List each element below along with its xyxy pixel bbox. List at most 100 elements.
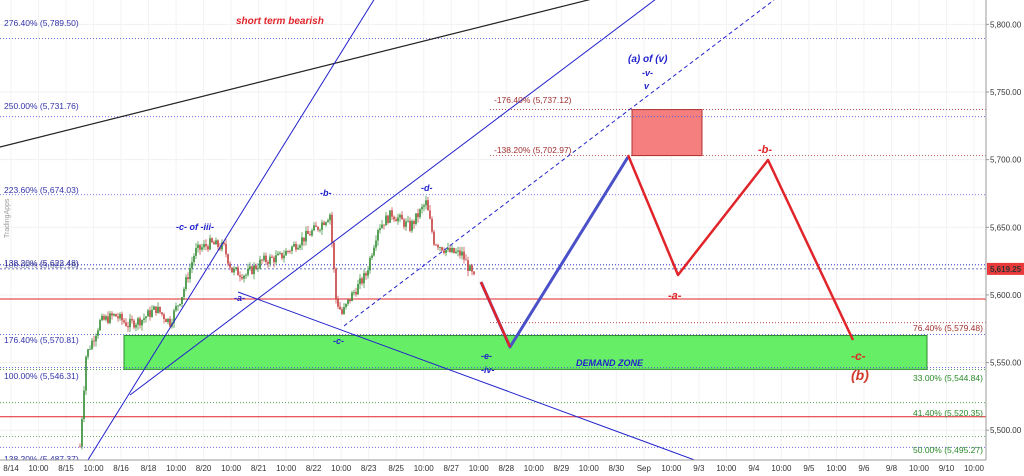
- candle-body: [213, 242, 215, 245]
- x-tick-label: 9/10: [939, 464, 955, 473]
- x-tick-label: 10:00: [826, 464, 847, 473]
- candle-body: [423, 205, 425, 207]
- candle-body: [263, 255, 265, 261]
- candle-body: [83, 390, 85, 420]
- candle-body: [119, 313, 121, 319]
- candle-body: [331, 214, 333, 243]
- x-axis-background: [0, 460, 986, 476]
- y-tick-label: 5,750.00: [990, 88, 1022, 97]
- candle-body: [327, 220, 329, 223]
- x-tick-label: 8/20: [196, 464, 212, 473]
- candle-body: [295, 243, 297, 250]
- candle-body: [453, 247, 455, 253]
- candle-body: [335, 268, 337, 300]
- candle-body: [411, 221, 413, 231]
- candle-body: [359, 278, 361, 285]
- candle-body: [221, 242, 223, 250]
- wave-label-blue: -iv-: [481, 365, 495, 375]
- candle-body: [427, 200, 429, 211]
- candle-body: [267, 261, 269, 264]
- steep-channel-line: [87, 0, 375, 460]
- candle-body: [95, 335, 97, 342]
- candle-body: [333, 242, 335, 269]
- candle-body: [277, 253, 279, 256]
- fib-label-blue: 138.20% (5,487.37): [4, 454, 79, 464]
- candle-body: [315, 225, 317, 227]
- projection-path-red: [626, 154, 855, 341]
- candle-body: [345, 303, 347, 308]
- candle-body: [433, 231, 435, 245]
- candle-body: [115, 314, 117, 317]
- candle-body: [441, 247, 443, 251]
- x-tick-label: 8/27: [443, 464, 459, 473]
- x-tick-label: 10:00: [84, 464, 105, 473]
- trend-lines: [0, 0, 775, 460]
- y-tick-label: 5,600.00: [990, 291, 1022, 300]
- x-tick-label: 8/23: [361, 464, 377, 473]
- candle-body: [117, 316, 119, 319]
- candle-body: [141, 319, 143, 326]
- candle-body: [287, 250, 289, 252]
- candle-body: [405, 221, 407, 227]
- x-tick-label: 10:00: [166, 464, 187, 473]
- candle-body: [397, 217, 399, 222]
- lower-channel-line: [237, 291, 697, 460]
- wave-label-blue: -a-: [234, 293, 245, 303]
- candle-body: [447, 247, 449, 250]
- candle-body: [365, 273, 367, 276]
- candle-body: [375, 240, 377, 248]
- fib-label-blue: 100.00% (5,622.18): [4, 260, 79, 270]
- candle-body: [309, 234, 311, 236]
- target-zone: [631, 109, 703, 157]
- y-axis: 5,500.00 5,550.00 5,600.00 5,650.00 5,700.00…: [985, 0, 1024, 476]
- candle-body: [143, 318, 145, 320]
- candle-body: [193, 255, 195, 263]
- candle-body: [233, 268, 235, 273]
- candle-body: [177, 305, 179, 307]
- candle-body: [145, 316, 147, 319]
- candle-body: [215, 240, 217, 245]
- y-tick-label: 5,500.00: [990, 426, 1022, 435]
- x-tick-label: 10:00: [524, 464, 545, 473]
- candle-body: [131, 318, 133, 321]
- candle-body: [157, 306, 159, 313]
- candle-body: [85, 356, 87, 391]
- candle-body: [245, 274, 247, 276]
- candle-body: [415, 213, 417, 224]
- candle-body: [201, 247, 203, 250]
- candle-body: [113, 314, 115, 316]
- x-tick-label: Sep: [637, 464, 652, 473]
- candle-body: [109, 313, 111, 323]
- candle-body: [91, 340, 93, 350]
- candle-body: [417, 213, 419, 218]
- candle-body: [169, 318, 171, 327]
- x-tick-label: 10:00: [771, 464, 792, 473]
- wave-label-red: (b): [851, 367, 869, 383]
- candle-body: [227, 254, 229, 264]
- x-tick-label: 9/6: [858, 464, 870, 473]
- x-tick-label: 8/30: [609, 464, 625, 473]
- candle-body: [325, 222, 327, 225]
- candle-body: [127, 326, 129, 328]
- candle-body: [307, 230, 309, 235]
- candle-body: [313, 225, 315, 231]
- candles: [79, 195, 475, 450]
- candle-body: [301, 237, 303, 246]
- candle-body: [105, 316, 107, 320]
- candle-body: [261, 259, 263, 261]
- candle-body: [243, 275, 245, 279]
- candle-body: [291, 246, 293, 252]
- candle-body: [165, 319, 167, 323]
- candle-body: [349, 299, 351, 302]
- wave-label-blue: v: [644, 81, 650, 91]
- candle-body: [413, 221, 415, 224]
- candle-body: [357, 284, 359, 295]
- candle-body: [167, 318, 169, 323]
- black-trendline: [0, 0, 591, 148]
- candle-body: [147, 310, 149, 317]
- fib-label-blue: 176.40% (5,570.81): [4, 335, 79, 345]
- candle-body: [459, 250, 461, 256]
- candle-body: [321, 222, 323, 230]
